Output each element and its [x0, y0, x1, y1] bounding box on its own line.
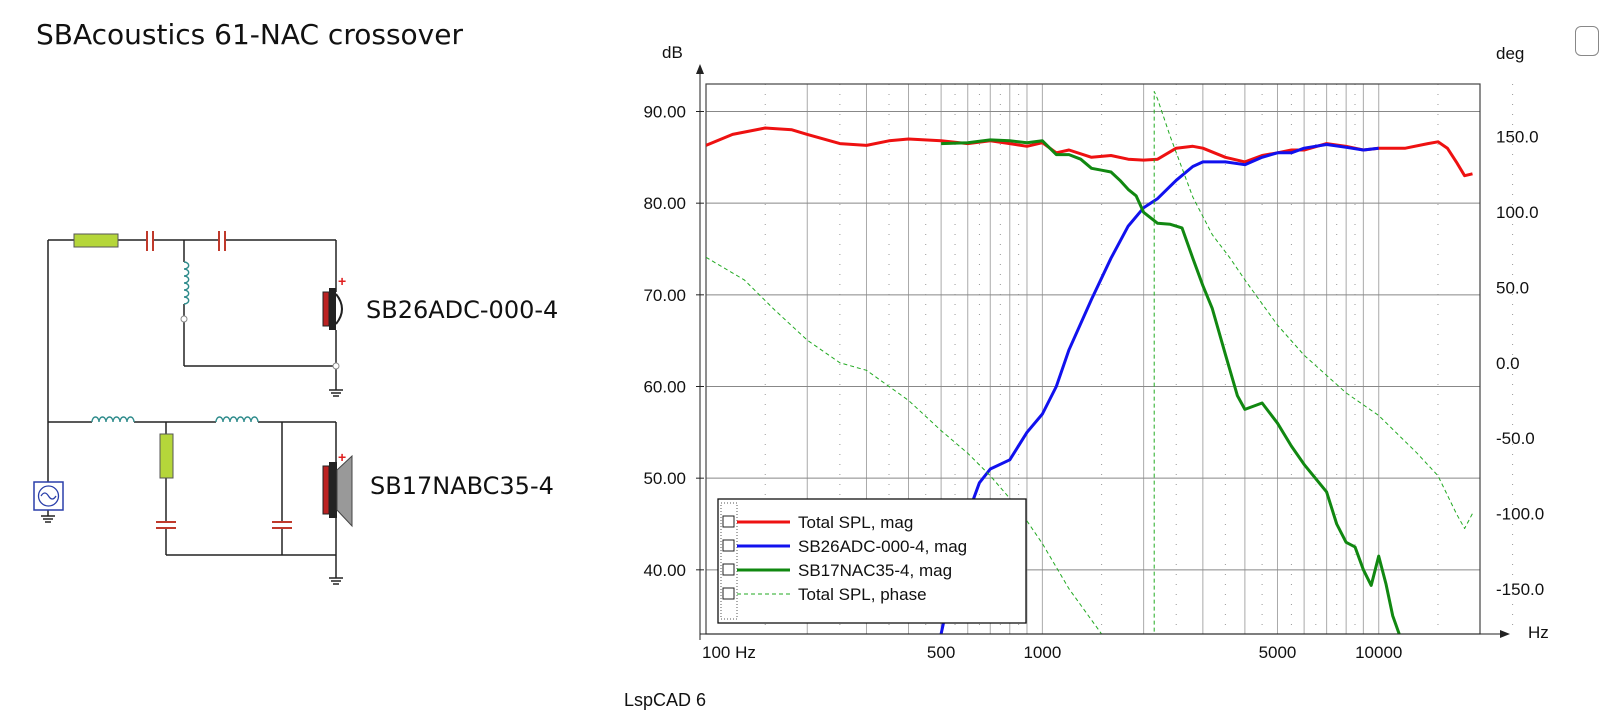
woofer-label: SB17NABC35-4 [370, 472, 554, 500]
ground-icon [329, 384, 343, 397]
page-title: SBAcoustics 61-NAC crossover [36, 18, 463, 51]
y2-tick-label: -50.0 [1496, 429, 1535, 448]
series-line-1 [706, 126, 1473, 178]
capacitor [218, 231, 226, 251]
y2-axis-label: deg [1496, 44, 1524, 63]
y2-tick-label: -150.0 [1496, 580, 1544, 599]
capacitor [146, 231, 154, 251]
series-line-3 [941, 138, 1401, 634]
corner-toggle-button[interactable] [1575, 26, 1599, 56]
inductor [215, 416, 259, 423]
svg-text:+: + [338, 273, 346, 289]
capacitor [156, 521, 176, 529]
resistor [73, 233, 119, 248]
legend-checkbox [722, 539, 735, 552]
inductor [183, 261, 190, 305]
legend-box [717, 498, 1027, 624]
y2-tick-label: 0.0 [1496, 354, 1520, 373]
y-tick-label: 40.00 [643, 561, 686, 580]
tweeter-symbol: + [322, 273, 346, 330]
ground-icon [41, 515, 55, 523]
series-line-2 [939, 143, 1379, 634]
node [332, 362, 340, 370]
tweeter-label: SB26ADC-000-4 [366, 296, 559, 324]
legend-entry-label: SB26ADC-000-4, mag [798, 537, 967, 556]
legend-checkbox [722, 563, 735, 576]
y2-tick-label: 150.0 [1496, 128, 1539, 147]
capacitor [272, 521, 292, 529]
x-tick-label: 100 Hz [702, 643, 756, 662]
inductor [91, 416, 135, 423]
x-axis-label: Hz [1528, 623, 1549, 642]
woofer-symbol: + [322, 449, 353, 528]
x-tick-label: 500 [927, 643, 955, 662]
y-tick-label: 60.00 [643, 378, 686, 397]
y2-tick-label: 50.0 [1496, 278, 1529, 297]
app-name: LspCAD 6 [624, 690, 707, 710]
ground-icon [329, 574, 343, 585]
chart-series [706, 91, 1473, 634]
y2-tick-label: -100.0 [1496, 504, 1544, 523]
x-axis-arrow [1500, 630, 1510, 638]
crossover-schematic: + + [33, 231, 353, 585]
signal-source-icon [33, 481, 64, 511]
frequency-response-chart: 40.00 50.00 60.00 70.00 80.00 90.00 -150.0 -100… [643, 43, 1549, 663]
y-tick-label: 70.00 [643, 286, 686, 305]
y-tick-label: 50.00 [643, 469, 686, 488]
y2-tick-label: 100.0 [1496, 203, 1539, 222]
legend-checkbox [722, 515, 735, 528]
svg-text:+: + [338, 449, 346, 465]
legend-entry-label: Total SPL, phase [798, 585, 927, 604]
y-axis-arrow [696, 64, 704, 74]
chart-ticks: 40.00 50.00 60.00 70.00 80.00 90.00 -150.0 -100… [643, 103, 1544, 663]
x-tick-label: 5000 [1259, 643, 1297, 662]
legend-checkbox [722, 587, 735, 600]
chart-legend: Total SPL, mag SB26ADC-000-4, mag SB17NAC3… [717, 498, 1027, 624]
x-tick-label: 1000 [1023, 643, 1061, 662]
legend-entry-label: Total SPL, mag [798, 513, 913, 532]
y-tick-label: 90.00 [643, 103, 686, 122]
legend-entry-label: SB17NAC35-4, mag [798, 561, 952, 580]
y-axis-label: dB [662, 43, 683, 62]
y-tick-label: 80.00 [643, 194, 686, 213]
series-line-4 [706, 91, 1473, 634]
x-tick-label: 10000 [1355, 643, 1402, 662]
node [180, 315, 188, 323]
resistor [159, 433, 174, 479]
